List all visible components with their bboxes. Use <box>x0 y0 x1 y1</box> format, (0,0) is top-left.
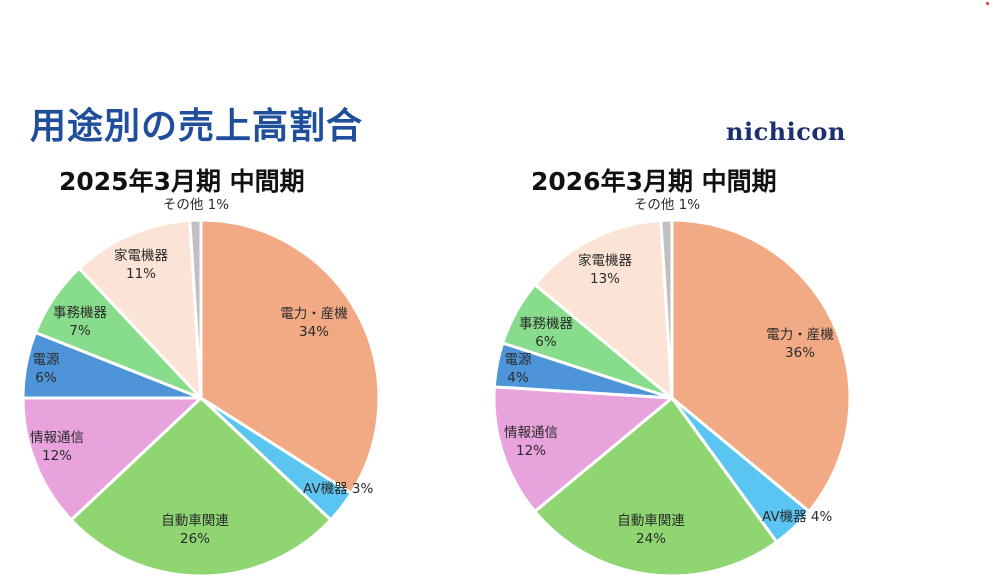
pie-slice-home-appliances-2025 <box>77 218 203 400</box>
chart-title-2025: 2025年3月期 中間期 <box>59 167 305 196</box>
pie-label-power-industrial-2025: 電力・産機 34% <box>280 306 348 340</box>
pie-label-ict-2025: 情報通信 12% <box>30 430 84 464</box>
pie-label-home-appliances-2026: 家電機器 13% <box>578 252 632 287</box>
pie-slice-other-2026 <box>659 218 674 400</box>
pie-label-av-equipment-2026: AV機器 4% <box>762 509 832 525</box>
pie-slice-home-appliances-2026 <box>533 218 674 400</box>
pie-label-ict-2026: 情報通信 12% <box>504 425 558 459</box>
pie-label-power-supply-2025: 電源 6% <box>33 352 60 386</box>
chart-title-2026: 2026年3月期 中間期 <box>531 167 777 196</box>
page-title: 用途別の売上高割合 <box>30 106 364 147</box>
pie-label-home-appliances-2025: 家電機器 11% <box>114 247 168 282</box>
pie-slice-other-2025 <box>188 218 203 400</box>
pie-label-av-equipment-2025: AV機器 3% <box>303 481 373 497</box>
pie-label-automotive-2026: 自動車関連 24% <box>617 513 685 547</box>
nichicon-logo: nichicon <box>726 117 846 146</box>
pie-label-office-equipment-2025: 事務機器 7% <box>53 305 107 339</box>
pie-label-other-2025: その他 1% <box>163 197 229 213</box>
pie-label-power-supply-2026: 電源 4% <box>505 352 533 386</box>
pie-label-other-2026: その他 1% <box>634 197 700 213</box>
pie-slice-ict-2026 <box>492 385 674 513</box>
pie-slice-automotive-2026 <box>533 396 779 578</box>
pie-slice-power-industrial-2026 <box>670 218 852 513</box>
pie-label-power-industrial-2026: 電力・産機 36% <box>766 327 834 361</box>
pie-slice-ict-2025 <box>21 396 203 522</box>
corner-dot <box>986 2 989 5</box>
pie-label-automotive-2025: 自動車関連 26% <box>161 513 229 547</box>
pie-slice-automotive-2025 <box>69 396 333 578</box>
pie-label-office-equipment-2026: 事務機器 6% <box>519 316 573 350</box>
